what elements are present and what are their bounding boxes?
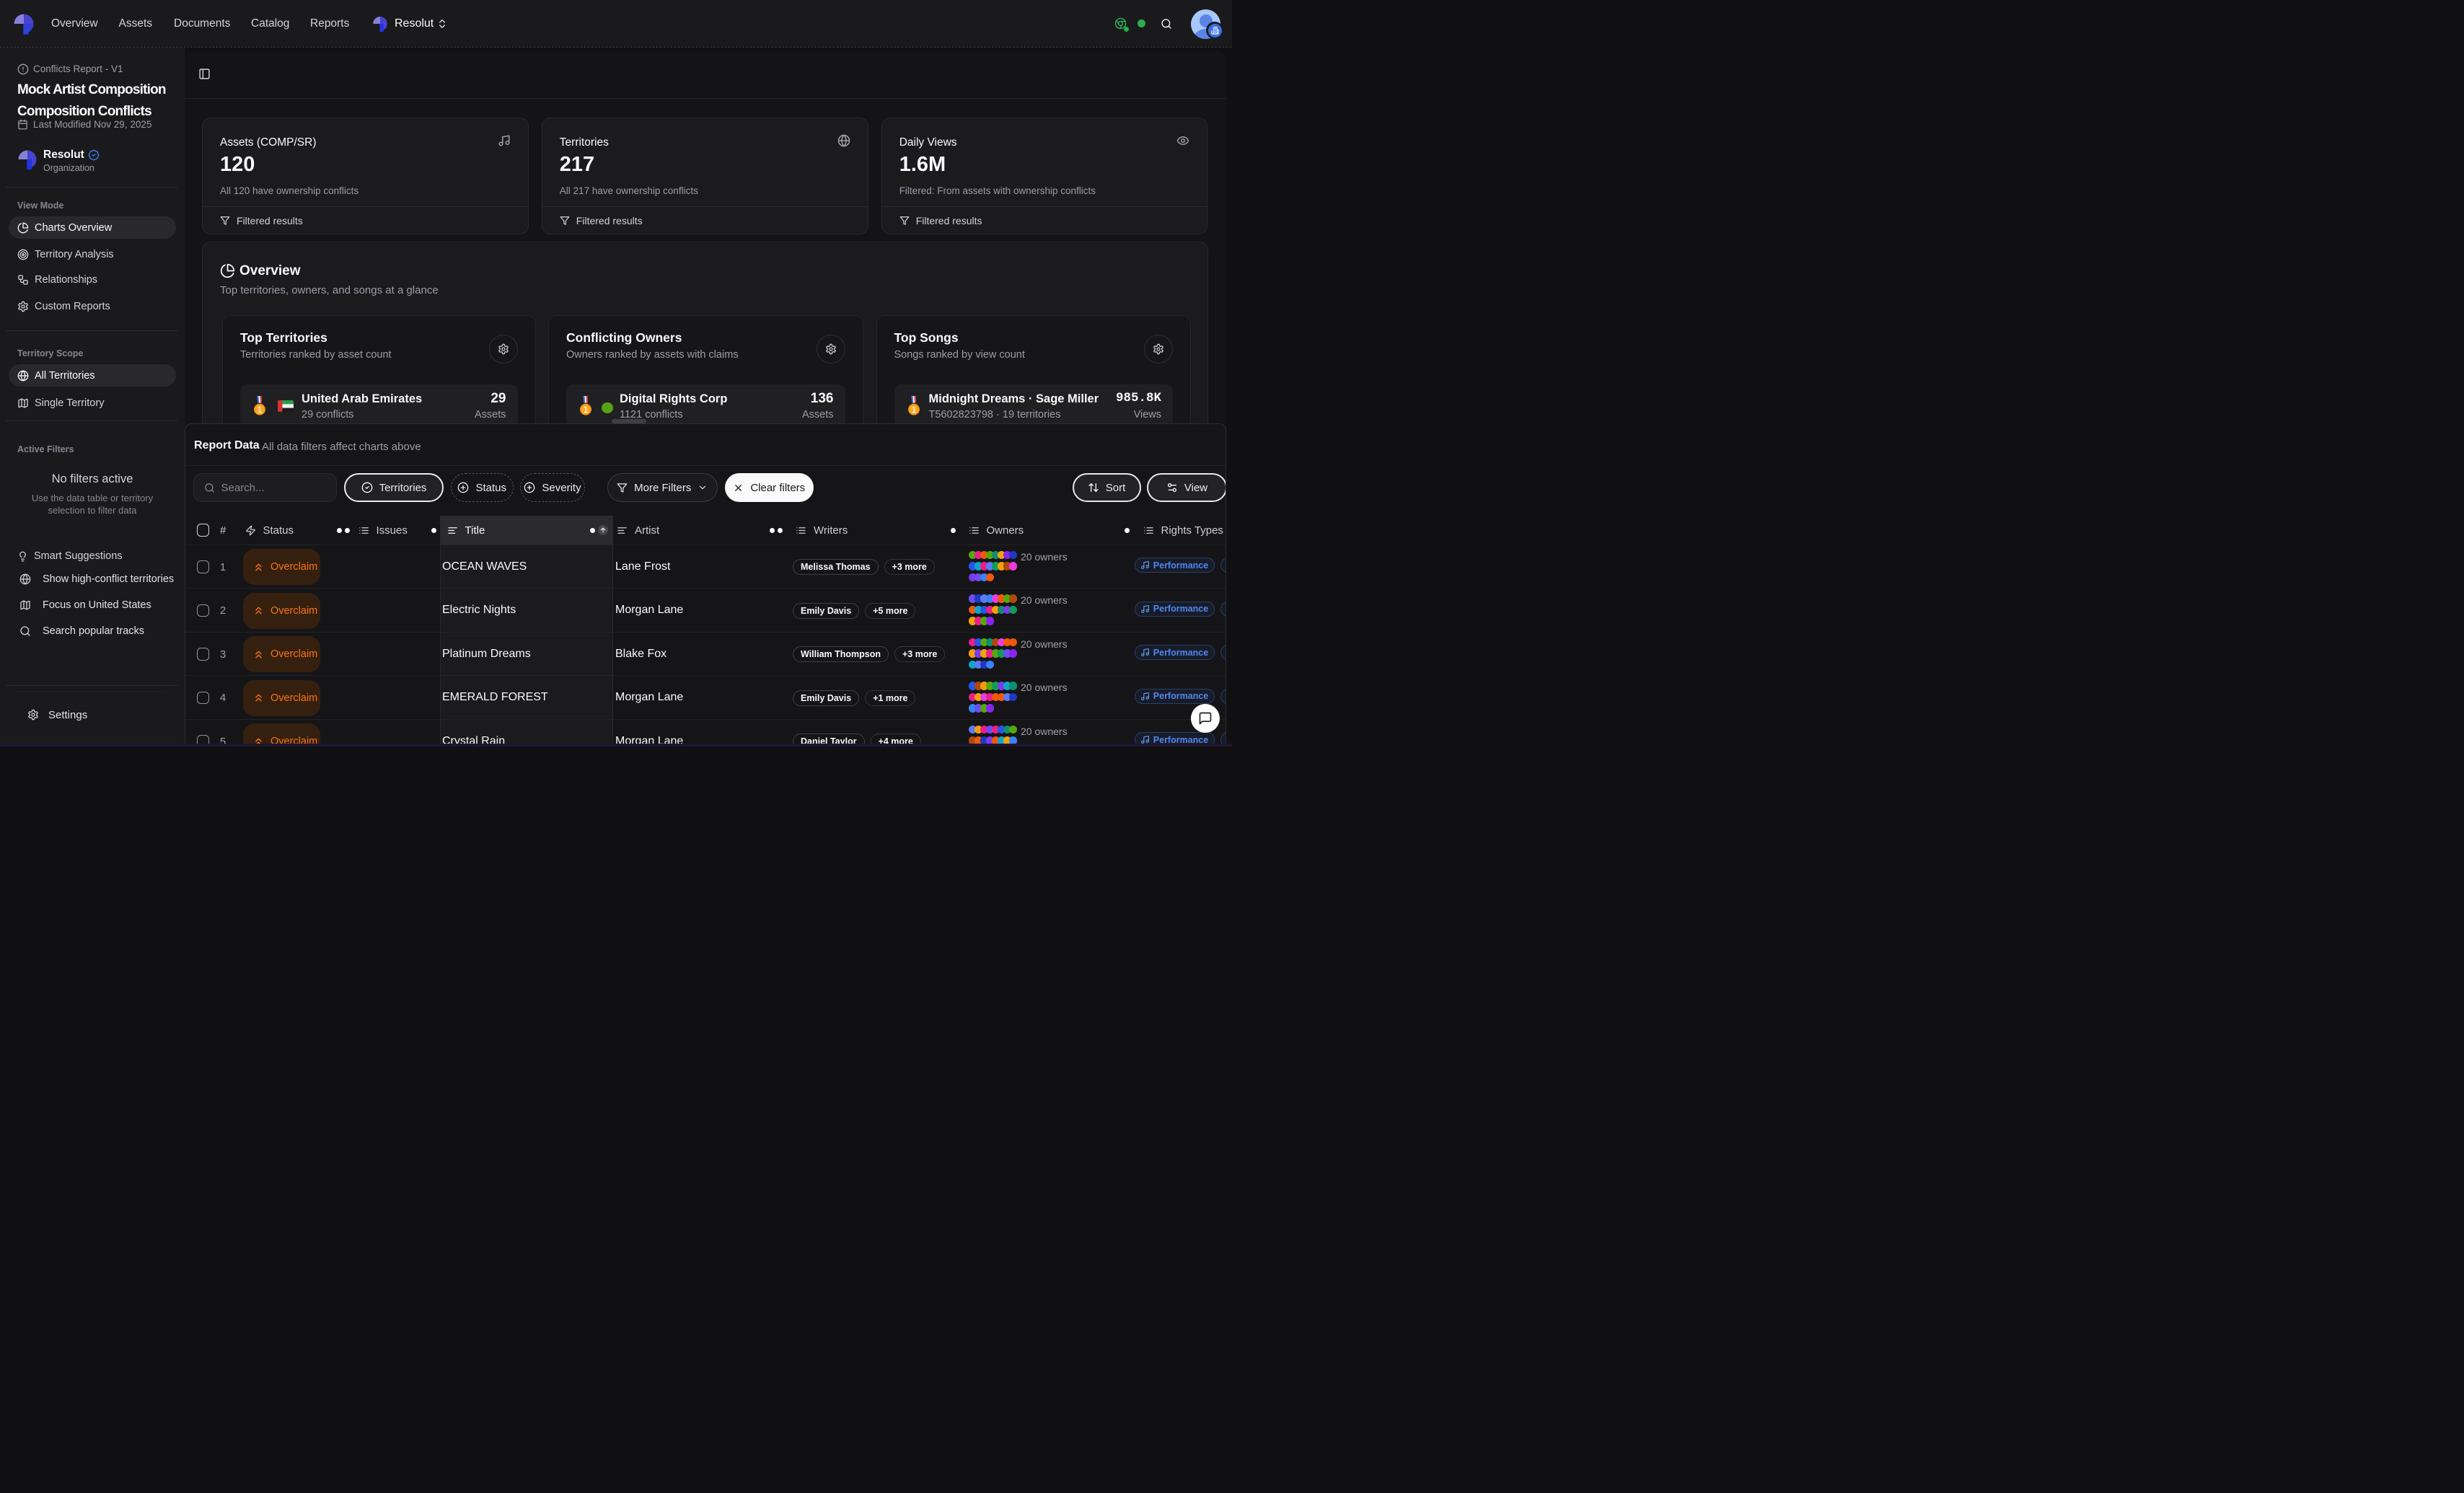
svg-text:1: 1 [258, 405, 263, 415]
svg-text:1: 1 [911, 405, 916, 415]
svg-text:1: 1 [584, 405, 589, 415]
